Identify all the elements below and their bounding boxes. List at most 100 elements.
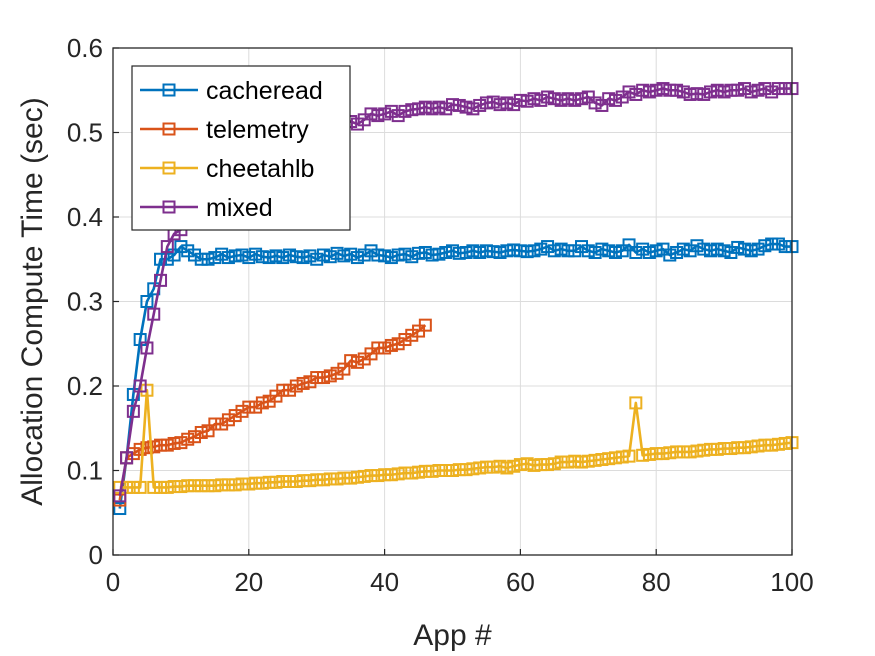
data-point-cheetahlb [500,461,514,475]
data-point-cacheread [235,248,249,262]
y-tick-label: 0.3 [67,287,103,317]
x-tick-label: 100 [770,567,813,597]
data-point-telemetry [221,413,235,427]
data-point-telemetry [242,400,256,414]
data-point-mixed [391,109,405,123]
data-point-mixed [452,98,466,112]
data-point-mixed [690,87,704,101]
data-point-mixed [751,83,765,97]
data-point-cheetahlb [629,396,643,410]
data-point-cheetahlb [269,475,283,489]
data-point-mixed [459,100,473,114]
data-point-cheetahlb [446,464,459,477]
data-point-cacheread [473,245,487,259]
data-point-mixed [575,92,589,106]
y-tick-label: 0.5 [67,118,103,148]
data-point-telemetry [344,354,358,368]
data-point-cheetahlb [520,457,534,471]
data-point-cheetahlb [391,467,405,481]
data-point-mixed [493,98,507,112]
data-point-cheetahlb [765,438,779,452]
data-point-telemetry [167,436,181,450]
data-point-cacheread [378,249,392,263]
data-point-cheetahlb [242,477,256,491]
data-point-cheetahlb [534,458,548,472]
data-point-mixed [154,273,168,287]
data-point-mixed [486,95,500,109]
data-point-cacheread [547,244,561,258]
data-point-cacheread [534,242,548,256]
data-point-cacheread [391,248,405,262]
data-point-telemetry [316,371,330,385]
data-point-cheetahlb [697,443,711,457]
data-point-telemetry [303,375,317,389]
data-point-telemetry [235,404,249,418]
data-point-cheetahlb [181,479,195,493]
data-point-cacheread [446,244,459,258]
data-point-mixed [160,240,174,254]
data-point-cheetahlb [690,444,704,458]
series-layer [113,82,799,516]
data-point-telemetry [330,366,344,380]
x-tick-label: 60 [506,567,535,597]
data-point-cacheread [765,237,779,251]
data-point-cacheread [642,245,656,259]
legend-label-cacheread: cacheread [206,77,323,105]
data-point-cheetahlb [527,458,541,472]
data-point-mixed [547,92,561,106]
data-point-telemetry [418,318,432,332]
data-point-telemetry [133,442,147,456]
data-point-mixed [398,104,412,118]
data-point-cacheread [208,251,222,265]
data-point-cacheread [459,245,473,259]
data-point-cheetahlb [636,448,650,462]
data-point-mixed [676,85,690,99]
data-point-telemetry [350,355,364,369]
data-point-mixed [147,307,161,321]
data-point-cacheread [561,244,575,258]
data-point-cacheread [704,244,718,258]
data-point-telemetry [208,417,222,431]
data-point-cheetahlb [710,442,724,456]
data-point-cacheread [466,244,480,258]
data-point-mixed [561,92,575,106]
data-point-cheetahlb [493,459,507,473]
data-point-mixed [649,83,663,97]
data-point-mixed [744,85,758,99]
data-point-cacheread [500,244,514,258]
data-point-telemetry [174,436,188,450]
data-point-telemetry [296,376,310,390]
data-point-cheetahlb [676,445,690,459]
data-point-mixed [704,85,718,99]
legend: cacheread telemetry cheetahlb mixed [131,65,351,231]
data-point-mixed [479,96,493,110]
data-point-cheetahlb [608,451,622,465]
series-line-telemetry [118,324,427,501]
data-point-cacheread [215,247,229,261]
series-cacheread [113,237,799,516]
data-point-cacheread [194,252,208,266]
data-point-mixed [425,102,439,116]
data-point-cheetahlb [554,455,568,469]
data-point-cacheread [187,248,201,262]
data-point-telemetry [323,369,337,383]
data-point-mixed [432,100,446,114]
data-point-mixed [656,82,670,96]
data-point-cheetahlb [717,442,731,456]
data-point-cheetahlb [541,458,555,472]
data-point-cacheread [513,244,527,258]
data-point-mixed [378,107,392,121]
data-point-cheetahlb [208,479,222,493]
data-point-mixed [527,92,541,106]
data-point-mixed [513,93,527,107]
data-point-cheetahlb [344,471,358,485]
data-point-mixed [608,93,622,107]
data-point-cheetahlb [771,437,785,451]
data-point-cacheread [364,244,378,258]
data-point-telemetry [181,432,195,446]
data-point-cacheread [575,240,589,254]
legend-marker-mixed [162,200,176,214]
data-point-cheetahlb [581,454,595,468]
data-point-telemetry [384,338,398,352]
data-point-cheetahlb [588,453,602,467]
